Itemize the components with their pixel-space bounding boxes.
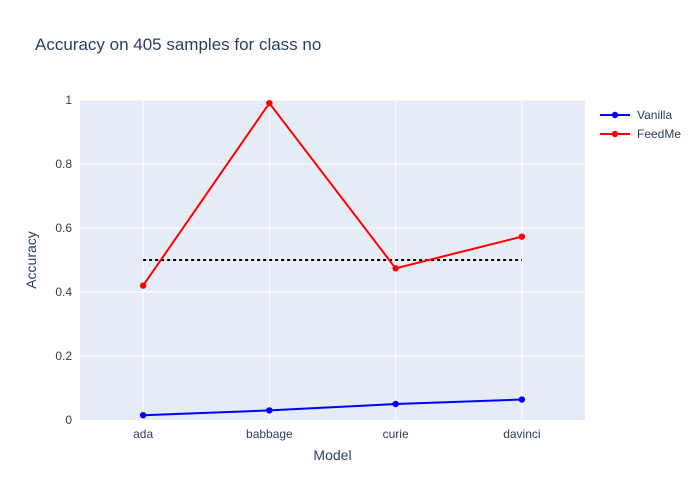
legend-label-feedme: FeedMe — [637, 127, 681, 141]
y-tick-label: 0.4 — [55, 285, 72, 299]
data-point-feedme[interactable] — [518, 233, 526, 240]
data-point-feedme[interactable] — [392, 265, 399, 272]
legend-marker-feedme — [611, 130, 619, 138]
y-axis-title: Accuracy — [23, 231, 39, 289]
data-point-vanilla[interactable] — [266, 407, 273, 414]
legend-label-vanilla: Vanilla — [637, 108, 672, 122]
y-tick-label: 0 — [65, 413, 72, 427]
legend-marker-vanilla — [611, 111, 619, 119]
data-point-feedme[interactable] — [266, 100, 273, 107]
series-group — [139, 100, 526, 419]
data-point-vanilla[interactable] — [518, 396, 526, 403]
chart-title: Accuracy on 405 samples for class no — [35, 35, 321, 54]
y-tick-label: 1 — [65, 93, 72, 107]
x-axis-ticks: ada babbage curie davinci — [133, 427, 540, 441]
data-point-vanilla[interactable] — [139, 412, 147, 419]
x-tick-label: davinci — [503, 427, 540, 441]
data-point-vanilla[interactable] — [392, 400, 399, 408]
y-tick-label: 0.2 — [55, 349, 72, 363]
legend[interactable]: Vanilla FeedMe — [600, 108, 681, 141]
series-line-vanilla — [143, 398, 522, 417]
series-line-feedme — [142, 101, 523, 287]
data-point-feedme[interactable] — [139, 282, 147, 289]
y-tick-label: 0.8 — [55, 157, 72, 171]
x-tick-label: babbage — [246, 427, 293, 441]
y-axis-ticks: 0 0.2 0.4 0.6 0.8 1 — [55, 93, 72, 427]
y-tick-label: 0.6 — [55, 221, 72, 235]
legend-item-feedme[interactable]: FeedMe — [600, 127, 681, 141]
plot-area — [80, 100, 585, 420]
grid-lines — [80, 99, 585, 420]
x-axis-title: Model — [313, 447, 351, 463]
x-tick-label: curie — [383, 427, 409, 441]
x-tick-label: ada — [133, 427, 153, 441]
legend-item-vanilla[interactable]: Vanilla — [600, 108, 672, 122]
